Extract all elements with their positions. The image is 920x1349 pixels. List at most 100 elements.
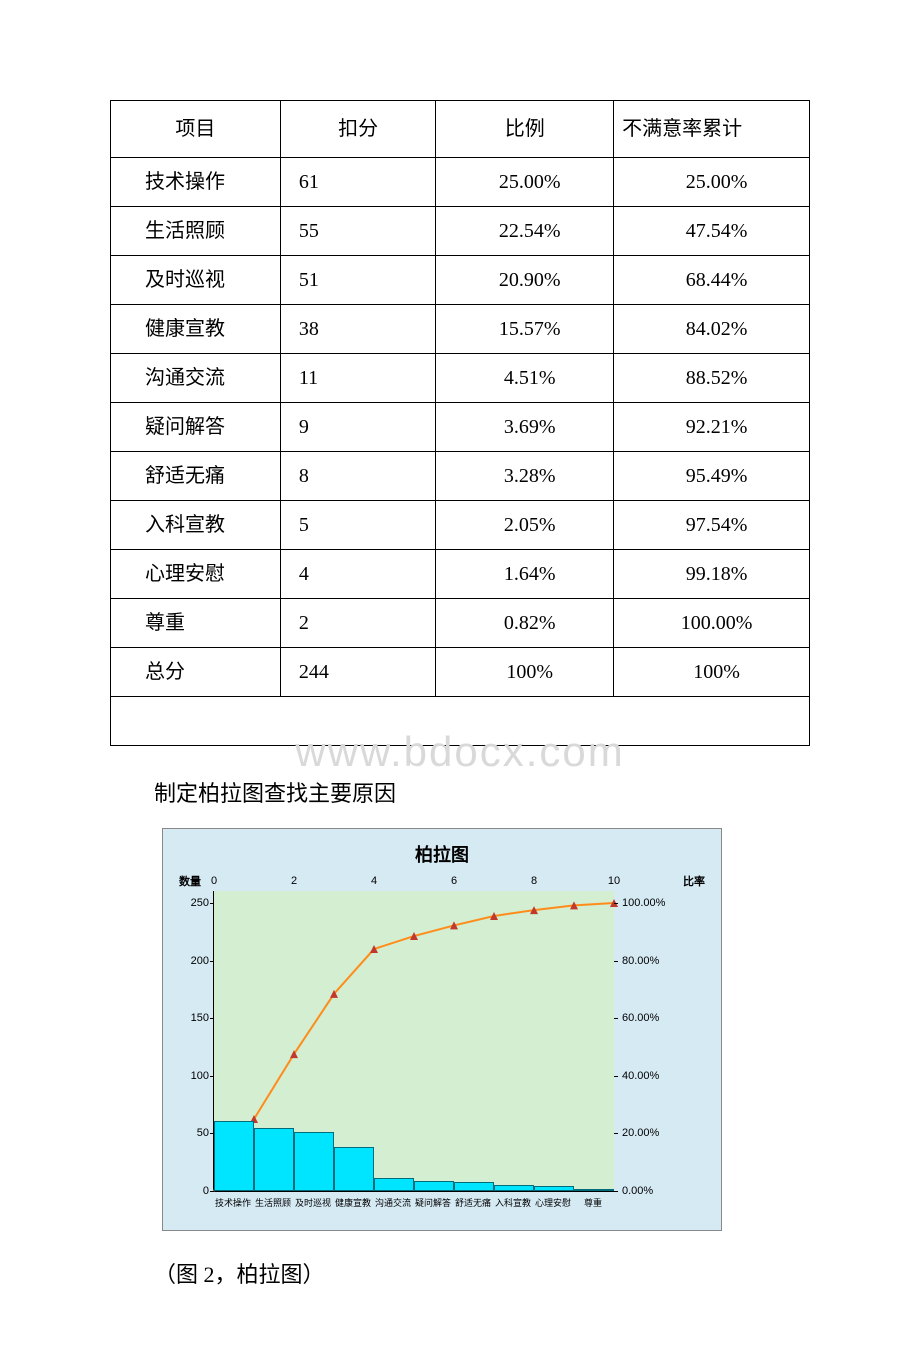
table-row: 尊重20.82%100.00% — [111, 599, 810, 648]
table-cell: 4 — [280, 550, 436, 599]
table-cell: 尊重 — [111, 599, 281, 648]
x-top-tick: 6 — [451, 875, 457, 887]
x-top-tick: 10 — [608, 875, 620, 887]
table-cell: 健康宣教 — [111, 305, 281, 354]
category-label: 及时巡视 — [295, 1196, 331, 1209]
table-cell: 及时巡视 — [111, 256, 281, 305]
table-row: 健康宣教3815.57%84.02% — [111, 305, 810, 354]
table-cell: 100.00% — [614, 599, 810, 648]
x-top-tick: 4 — [371, 875, 377, 887]
header-cumulative: 不满意率累计 — [614, 101, 810, 158]
table-cell: 5 — [280, 501, 436, 550]
header-item: 项目 — [111, 101, 281, 158]
table-cell: 99.18% — [614, 550, 810, 599]
chart-bar — [294, 1132, 334, 1191]
table-cell: 3.69% — [436, 403, 614, 452]
chart-bar — [414, 1181, 454, 1191]
chart-title: 柏拉图 — [173, 841, 711, 867]
table-cell: 25.00% — [614, 158, 810, 207]
section-subtitle: 制定柏拉图查找主要原因 — [154, 776, 810, 808]
table-cell: 88.52% — [614, 354, 810, 403]
y-right-tick-label: 60.00% — [622, 1012, 659, 1024]
chart-bar — [334, 1147, 374, 1191]
x-top-tick: 0 — [211, 875, 217, 887]
x-top-tick: 2 — [291, 875, 297, 887]
table-cell: 技术操作 — [111, 158, 281, 207]
table-row: 入科宣教52.05%97.54% — [111, 501, 810, 550]
table-cell: 1.64% — [436, 550, 614, 599]
table-cell: 97.54% — [614, 501, 810, 550]
table-cell: 11 — [280, 354, 436, 403]
header-ratio: 比例 — [436, 101, 614, 158]
table-cell: 100% — [614, 648, 810, 697]
table-cell: 舒适无痛 — [111, 452, 281, 501]
chart-bar — [534, 1186, 574, 1191]
chart-bar — [254, 1128, 294, 1191]
table-row: 心理安慰41.64%99.18% — [111, 550, 810, 599]
table-cell: 51 — [280, 256, 436, 305]
table-cell: 22.54% — [436, 207, 614, 256]
table-empty-row — [111, 697, 810, 746]
category-label: 尊重 — [584, 1196, 602, 1209]
table-cell: 84.02% — [614, 305, 810, 354]
table-cell: 2 — [280, 599, 436, 648]
table-cell: 95.49% — [614, 452, 810, 501]
table-cell: 生活照顾 — [111, 207, 281, 256]
y-left-tick-label: 50 — [197, 1127, 209, 1139]
pareto-data-table: 项目 扣分 比例 不满意率累计 技术操作6125.00%25.00%生活照顾55… — [110, 100, 810, 746]
table-cell: 68.44% — [614, 256, 810, 305]
table-row: 沟通交流114.51%88.52% — [111, 354, 810, 403]
chart-bar — [214, 1121, 254, 1191]
table-cell: 15.57% — [436, 305, 614, 354]
category-label: 心理安慰 — [535, 1196, 571, 1209]
chart-plot-area: 0246810 — [213, 891, 614, 1192]
table-row: 舒适无痛83.28%95.49% — [111, 452, 810, 501]
y-right-tick-label: 100.00% — [622, 897, 665, 909]
table-cell: 疑问解答 — [111, 403, 281, 452]
y-left-tick-label: 200 — [191, 955, 209, 967]
table-cell: 9 — [280, 403, 436, 452]
table-row: 技术操作6125.00%25.00% — [111, 158, 810, 207]
table-row: 疑问解答93.69%92.21% — [111, 403, 810, 452]
table-row: 总分244100%100% — [111, 648, 810, 697]
right-axis-label: 比率 — [683, 873, 705, 889]
category-label: 技术操作 — [215, 1196, 251, 1209]
table-header-row: 项目 扣分 比例 不满意率累计 — [111, 101, 810, 158]
table-cell: 61 — [280, 158, 436, 207]
table-cell: 20.90% — [436, 256, 614, 305]
table-cell: 4.51% — [436, 354, 614, 403]
y-axis-left: 050100150200250 — [173, 891, 213, 1192]
category-label: 疑问解答 — [415, 1196, 451, 1209]
table-cell: 244 — [280, 648, 436, 697]
table-cell: 入科宣教 — [111, 501, 281, 550]
left-axis-label: 数量 — [179, 873, 201, 889]
table-cell: 38 — [280, 305, 436, 354]
header-score: 扣分 — [280, 101, 436, 158]
table-cell: 沟通交流 — [111, 354, 281, 403]
chart-bar — [494, 1185, 534, 1191]
table-row: 生活照顾5522.54%47.54% — [111, 207, 810, 256]
y-left-tick-label: 100 — [191, 1070, 209, 1082]
pareto-chart: 柏拉图 数量 比率 050100150200250 0246810 0.00%2… — [162, 828, 722, 1231]
table-cell: 3.28% — [436, 452, 614, 501]
y-right-tick-label: 40.00% — [622, 1070, 659, 1082]
table-cell: 25.00% — [436, 158, 614, 207]
category-label: 生活照顾 — [255, 1196, 291, 1209]
y-right-tick-label: 20.00% — [622, 1127, 659, 1139]
y-left-tick-label: 150 — [191, 1012, 209, 1024]
table-cell: 92.21% — [614, 403, 810, 452]
table-cell: 0.82% — [436, 599, 614, 648]
figure-caption: （图 2，柏拉图） — [154, 1257, 810, 1289]
category-label: 沟通交流 — [375, 1196, 411, 1209]
x-axis-categories: 技术操作生活照顾及时巡视健康宣教沟通交流疑问解答舒适无痛入科宣教心理安慰尊重 — [213, 1192, 613, 1212]
table-cell: 8 — [280, 452, 436, 501]
y-axis-right: 0.00%20.00%40.00%60.00%80.00%100.00% — [614, 891, 688, 1192]
chart-bar — [454, 1182, 494, 1191]
y-right-tick-label: 80.00% — [622, 955, 659, 967]
table-cell: 100% — [436, 648, 614, 697]
category-label: 舒适无痛 — [455, 1196, 491, 1209]
table-cell: 总分 — [111, 648, 281, 697]
table-cell: 47.54% — [614, 207, 810, 256]
chart-bar — [374, 1178, 414, 1191]
category-label: 健康宣教 — [335, 1196, 371, 1209]
